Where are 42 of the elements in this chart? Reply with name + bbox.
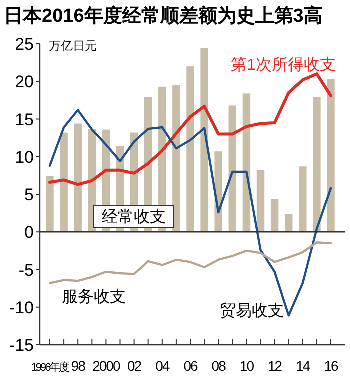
line-series [48, 242, 332, 284]
x-tick-label: 10 [240, 358, 255, 374]
line-series [48, 72, 332, 186]
bar [186, 66, 194, 232]
x-tick-label: 98 [71, 358, 86, 374]
bar [46, 176, 54, 232]
y-tick-label: 0 [24, 223, 34, 242]
x-tick-label: 14 [296, 358, 311, 374]
bar [74, 124, 82, 232]
y-axis-title: 万亿日元 [49, 39, 97, 53]
x-tick-label: 04 [156, 358, 170, 374]
y-tick-label: 5 [24, 186, 34, 204]
bar [313, 97, 321, 232]
series-label: 第1次所得收支 [231, 56, 336, 74]
x-tick-label: 08 [212, 358, 227, 374]
bar [60, 132, 68, 232]
y-tick-label: 10 [15, 148, 34, 167]
y-tick-label: 20 [15, 72, 34, 92]
bar [284, 214, 293, 232]
line-series [48, 109, 332, 317]
bar [299, 166, 307, 232]
bar [270, 199, 279, 232]
y-tick-label: 15 [15, 110, 34, 130]
bar [228, 106, 237, 232]
bar [327, 79, 335, 232]
chart-title: 日本2016年度经常顺差额为史上第3高 [4, 5, 323, 27]
y-tick-label: 25 [15, 35, 34, 54]
bar [256, 170, 265, 232]
x-tick-label: 1996年度 [31, 361, 70, 374]
y-tick-label: -15 [9, 336, 34, 355]
bar [172, 85, 180, 232]
y-tick-label: -5 [18, 260, 34, 280]
series-label: 经常收支 [102, 208, 166, 226]
x-tick-label: 2000 [92, 358, 121, 374]
y-tick-label: -10 [9, 298, 34, 318]
x-tick-label: 16 [324, 358, 339, 374]
x-tick-label: 06 [184, 358, 198, 374]
x-tick-label: 02 [128, 358, 142, 374]
x-tick-label: 12 [268, 358, 283, 374]
series-label: 贸易收支 [220, 302, 284, 320]
bar [200, 48, 208, 232]
series-label: 服务收支 [62, 288, 126, 306]
